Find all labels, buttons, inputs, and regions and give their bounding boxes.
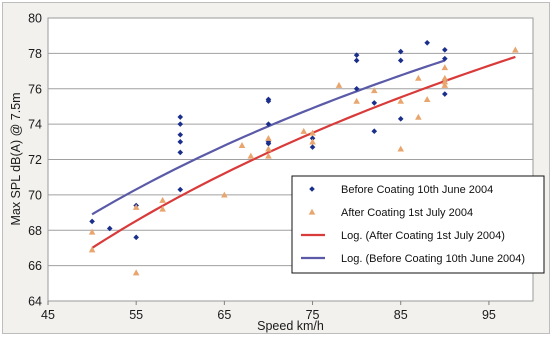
data-point xyxy=(397,145,405,152)
data-point xyxy=(88,228,96,235)
y-tick-label: 78 xyxy=(28,47,42,61)
x-tick-label: 45 xyxy=(41,308,55,322)
legend-marker xyxy=(308,208,316,215)
data-point xyxy=(89,218,95,225)
data-point xyxy=(441,64,449,71)
legend-label: Before Coating 10th June 2004 xyxy=(341,184,493,196)
data-point xyxy=(353,85,360,92)
data-point xyxy=(300,127,308,134)
data-point xyxy=(309,129,316,136)
data-point xyxy=(265,145,272,152)
legend-marker xyxy=(309,186,315,192)
data-point xyxy=(177,149,184,156)
y-axis-title: Max SPL dB(A) @ 7.5m xyxy=(9,92,23,225)
legend: Before Coating 10th June 2004 After Coati… xyxy=(291,175,545,274)
data-point xyxy=(132,203,140,210)
data-point xyxy=(265,121,272,127)
data-point xyxy=(353,97,360,104)
y-tick-label: 80 xyxy=(28,12,42,26)
data-point xyxy=(159,196,166,203)
data-point xyxy=(371,100,378,106)
data-point xyxy=(247,152,255,159)
data-point xyxy=(88,246,96,253)
x-axis-title: Speed km/h xyxy=(257,319,324,333)
data-point xyxy=(512,46,519,53)
data-point xyxy=(177,139,184,145)
point-layer xyxy=(88,39,519,276)
data-point xyxy=(415,74,422,81)
x-tick-label: 75 xyxy=(306,308,320,322)
x-tick-label: 95 xyxy=(482,308,496,322)
data-point xyxy=(106,225,113,232)
data-point xyxy=(133,234,139,241)
data-point xyxy=(353,52,360,58)
y-tick-label: 70 xyxy=(28,188,42,202)
y-tick-label: 68 xyxy=(28,224,42,238)
data-point xyxy=(441,78,449,85)
data-point xyxy=(177,131,184,138)
x-tick-label: 65 xyxy=(217,308,231,322)
y-tick-label: 66 xyxy=(28,259,42,273)
data-point xyxy=(397,57,404,64)
data-point xyxy=(177,186,184,193)
data-point xyxy=(371,128,378,134)
data-point xyxy=(423,96,431,103)
data-point xyxy=(353,57,360,64)
legend-label: Log. (After Coating 1st July 2004) xyxy=(341,230,505,242)
tick-layer: 64 66 68 70 72 74 76 78 80 45 55 65 75 85 95 xyxy=(28,12,496,323)
data-point xyxy=(132,269,140,276)
x-tick-label: 85 xyxy=(394,308,408,322)
data-point xyxy=(221,191,228,198)
data-point xyxy=(397,48,404,55)
data-point xyxy=(415,113,422,120)
data-point xyxy=(265,152,272,159)
chart-frame: 64 66 68 70 72 74 76 78 80 45 55 65 75 85 95 Speed km/… xyxy=(2,2,550,334)
data-point xyxy=(335,81,343,88)
data-point xyxy=(370,87,378,94)
data-point xyxy=(441,74,449,81)
data-point xyxy=(397,97,405,104)
y-tick-label: 64 xyxy=(28,295,42,309)
legend-label: After Coating 1st July 2004 xyxy=(341,207,473,219)
data-point xyxy=(441,81,449,88)
data-point xyxy=(309,135,316,142)
data-point xyxy=(177,114,184,120)
y-tick-label: 74 xyxy=(28,118,42,132)
x-tick-label: 55 xyxy=(129,308,143,322)
data-point xyxy=(309,144,316,150)
data-point xyxy=(238,142,246,148)
data-point xyxy=(265,134,272,141)
legend-items: Before Coating 10th June 2004 After Coati… xyxy=(301,184,525,265)
y-tick-label: 72 xyxy=(28,153,42,167)
legend-box xyxy=(291,175,545,274)
data-point xyxy=(442,55,448,62)
data-point xyxy=(159,205,166,212)
data-point xyxy=(177,121,184,127)
data-point xyxy=(265,140,272,147)
legend-label: Log. (Before Coating 10th June 2004) xyxy=(341,253,525,265)
data-point xyxy=(265,98,272,104)
y-tick-label: 76 xyxy=(28,82,42,96)
data-point xyxy=(397,116,404,122)
data-point xyxy=(309,138,316,145)
chart-svg: 64 66 68 70 72 74 76 78 80 45 55 65 75 85 95 Speed km/… xyxy=(9,12,545,333)
data-point xyxy=(442,47,448,53)
data-point xyxy=(424,39,430,46)
data-point xyxy=(442,91,448,97)
